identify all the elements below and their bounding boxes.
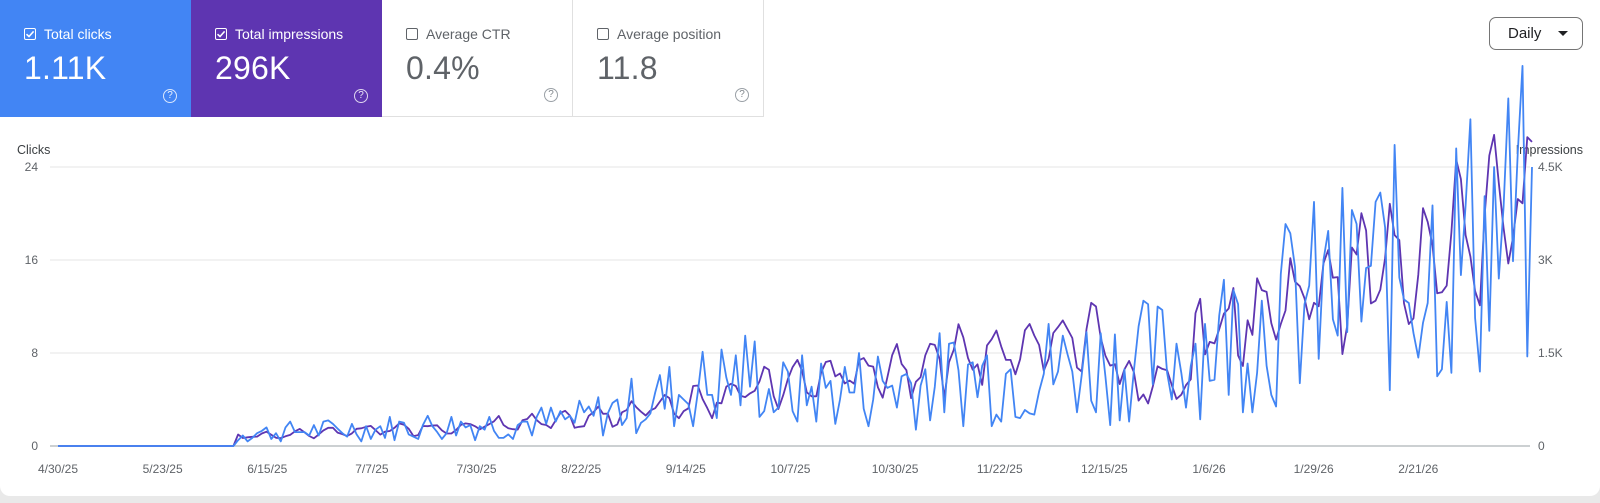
right-axis-title: Impressions xyxy=(1516,143,1583,157)
checkbox-checked-icon[interactable] xyxy=(24,28,36,40)
x-tick-label: 7/30/25 xyxy=(457,462,497,476)
help-icon[interactable]: ? xyxy=(354,89,368,103)
x-tick-label: 4/30/25 xyxy=(38,462,78,476)
right-tick-label: 0 xyxy=(1538,439,1545,453)
left-tick-label: 8 xyxy=(31,346,38,360)
left-tick-label: 0 xyxy=(31,439,38,453)
x-tick-label: 2/21/26 xyxy=(1398,462,1438,476)
checkbox-checked-icon[interactable] xyxy=(215,28,227,40)
left-tick-label: 24 xyxy=(25,160,39,174)
left-tick-label: 16 xyxy=(25,253,39,267)
average-position-card[interactable]: Average position 11.8 ? xyxy=(573,0,764,117)
x-tick-label: 11/22/25 xyxy=(977,462,1023,476)
average-position-value: 11.8 xyxy=(597,50,658,86)
average-position-label: Average position xyxy=(617,26,722,42)
x-tick-label: 10/7/25 xyxy=(770,462,810,476)
metric-cards: Total clicks 1.11K ? Total impressions 2… xyxy=(0,0,764,117)
total-impressions-card[interactable]: Total impressions 296K ? xyxy=(191,0,382,117)
right-tick-label: 4.5K xyxy=(1538,160,1563,174)
checkbox-unchecked-icon[interactable] xyxy=(406,28,418,40)
help-icon[interactable]: ? xyxy=(544,88,558,102)
help-icon[interactable]: ? xyxy=(735,88,749,102)
granularity-label: Daily xyxy=(1508,25,1542,42)
granularity-dropdown[interactable]: Daily xyxy=(1489,17,1583,50)
total-clicks-card[interactable]: Total clicks 1.11K ? xyxy=(0,0,191,117)
average-ctr-label: Average CTR xyxy=(426,26,511,42)
x-tick-label: 8/22/25 xyxy=(561,462,601,476)
total-clicks-label: Total clicks xyxy=(44,26,112,42)
checkbox-unchecked-icon[interactable] xyxy=(597,28,609,40)
right-tick-label: 3K xyxy=(1538,253,1553,267)
x-tick-label: 1/29/26 xyxy=(1294,462,1334,476)
clicks-series-line xyxy=(58,65,1533,447)
x-tick-label: 7/7/25 xyxy=(355,462,389,476)
x-tick-label: 6/15/25 xyxy=(247,462,287,476)
right-tick-label: 1.5K xyxy=(1538,346,1563,360)
average-ctr-card[interactable]: Average CTR 0.4% ? xyxy=(382,0,573,117)
x-tick-label: 10/30/25 xyxy=(872,462,919,476)
impressions-series-line xyxy=(58,134,1533,447)
dropdown-caret-icon xyxy=(1558,31,1568,36)
total-impressions-value: 296K xyxy=(215,50,291,86)
total-clicks-value: 1.11K xyxy=(24,50,107,86)
help-icon[interactable]: ? xyxy=(163,89,177,103)
x-tick-label: 1/6/26 xyxy=(1192,462,1226,476)
left-axis-title: Clicks xyxy=(17,143,50,157)
total-impressions-label: Total impressions xyxy=(235,26,344,42)
average-ctr-value: 0.4% xyxy=(406,50,480,86)
x-tick-label: 5/23/25 xyxy=(143,462,183,476)
x-tick-label: 9/14/25 xyxy=(666,462,706,476)
x-tick-label: 12/15/25 xyxy=(1081,462,1128,476)
